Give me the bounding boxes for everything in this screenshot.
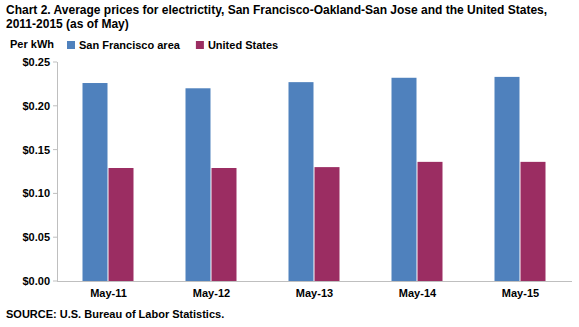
y-tick-label: $0.05 <box>22 231 50 243</box>
bar <box>289 82 314 281</box>
x-tick-label: May-13 <box>296 287 333 299</box>
bar <box>186 88 211 281</box>
x-tick-label: May-15 <box>502 287 539 299</box>
y-tick <box>53 237 57 238</box>
y-tick <box>53 281 57 282</box>
title: Chart 2. Average prices for electrictity… <box>6 3 566 31</box>
bar <box>83 83 108 281</box>
bar <box>109 168 134 281</box>
bar <box>392 78 417 281</box>
y-tick-label: $0.00 <box>22 275 50 287</box>
y-tick <box>53 193 57 194</box>
x-axis <box>57 281 572 282</box>
bar <box>521 162 546 281</box>
bars <box>83 77 546 281</box>
chart-wrap: Chart 2. Average prices for electrictity… <box>0 0 579 327</box>
y-tick <box>53 105 57 106</box>
bar <box>212 168 237 281</box>
y-tick-label: $0.15 <box>22 144 50 156</box>
bar <box>418 162 443 281</box>
y-tick-label: $0.25 <box>22 56 50 68</box>
chart-svg: Per kWh $0.00 $0.05 $0.10 $0.15 $0.20 $0.25 May… <box>0 0 579 327</box>
y-tick-label: $0.10 <box>22 187 50 199</box>
x-tick-label: May-11 <box>90 287 127 299</box>
y-axis <box>57 62 58 281</box>
bar <box>495 77 520 281</box>
legend-label: San Francisco area <box>79 39 181 51</box>
source-note: SOURCE: U.S. Bureau of Labor Statistics. <box>6 308 224 320</box>
legend-swatch <box>67 41 75 49</box>
y-tick <box>53 149 57 150</box>
bar <box>315 167 340 281</box>
legend-swatch <box>196 41 204 49</box>
y-tick-label: $0.20 <box>22 100 50 112</box>
legend-label: United States <box>208 39 278 51</box>
x-tick-label: May-12 <box>193 287 230 299</box>
y-tick <box>53 62 57 63</box>
y-axis-label: Per kWh <box>10 38 54 50</box>
x-tick-label: May-14 <box>399 287 437 299</box>
